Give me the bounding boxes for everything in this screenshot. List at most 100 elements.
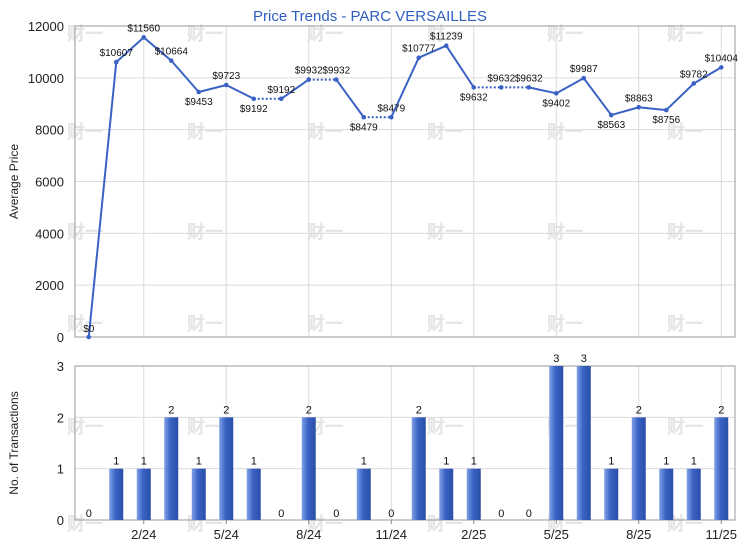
price-point (361, 114, 367, 120)
price-point-label: $9932 (295, 66, 323, 77)
price-point-label: $0 (83, 324, 95, 335)
price-point (718, 65, 724, 70)
price-point (443, 43, 449, 49)
price-point-label: $9632 (487, 73, 515, 84)
transaction-bar-label: 3 (553, 353, 559, 365)
watermark-text: 财一 (667, 23, 703, 45)
watermark-text: 财一 (427, 313, 463, 335)
price-line-segment (335, 79, 365, 118)
watermark-text: 财一 (67, 513, 103, 535)
transaction-bar-label: 1 (443, 456, 449, 468)
transaction-bar-label: 0 (526, 508, 532, 520)
watermark-text: 财一 (307, 416, 343, 438)
bar-y-tick-label: 2 (57, 410, 64, 425)
price-point (306, 77, 312, 82)
watermark-text: 财一 (67, 416, 103, 438)
transaction-bar (246, 468, 261, 520)
price-y-tick-label: 12000 (28, 19, 64, 34)
price-point-label: $9402 (542, 98, 570, 109)
price-point (636, 105, 642, 110)
bar-y-tick-label: 3 (57, 359, 64, 374)
price-line-segment (418, 44, 447, 59)
price-line-segment (528, 86, 557, 95)
price-point-label: $8863 (625, 93, 653, 104)
price-line-segment (87, 62, 118, 338)
price-point-label: $10777 (402, 44, 436, 55)
transaction-bar (686, 468, 701, 520)
price-point (251, 96, 257, 102)
transaction-bar-label: 0 (498, 508, 504, 520)
transaction-bar-label: 1 (471, 456, 477, 468)
watermark-text: 财一 (187, 121, 223, 143)
transaction-bar (714, 417, 729, 520)
watermark-text: 财一 (187, 313, 223, 335)
price-point (196, 89, 202, 95)
transaction-bar-label: 2 (168, 404, 174, 416)
transaction-bar (576, 366, 591, 520)
bar-y-axis-label: No. of Transactions (7, 391, 21, 494)
watermark-text: 财一 (307, 23, 343, 45)
transaction-bar-label: 3 (581, 353, 587, 365)
price-point (416, 55, 422, 60)
price-line-segment (582, 77, 613, 116)
watermark-text: 财一 (67, 313, 103, 335)
watermark-text: 财一 (547, 313, 583, 335)
price-point (691, 81, 697, 86)
watermark-text: 财一 (427, 416, 463, 438)
transaction-bar-label: 2 (223, 404, 229, 416)
price-point (168, 58, 174, 63)
price-point-label: $9782 (680, 69, 708, 80)
watermark-text: 财一 (667, 416, 703, 438)
transaction-bar-label: 1 (113, 456, 119, 468)
transaction-bar (356, 468, 371, 520)
price-line-segment (225, 84, 255, 100)
watermark-text: 财一 (427, 23, 463, 45)
transaction-bar (659, 468, 674, 520)
price-point (86, 334, 92, 340)
watermark-text: 财一 (667, 221, 703, 243)
x-tick-label: 11/24 (375, 527, 407, 542)
transaction-bar-label: 0 (333, 508, 339, 520)
price-plot-frame (74, 25, 736, 338)
watermark-text: 财一 (307, 221, 343, 243)
price-point (526, 85, 532, 90)
transaction-bar (411, 417, 426, 520)
watermark-text: 财一 (307, 513, 343, 535)
transaction-bar (136, 468, 151, 520)
x-tick-label: 8/24 (296, 527, 321, 542)
price-line-segment (610, 106, 640, 117)
price-line-segment (198, 84, 227, 93)
price-line-segment (143, 36, 172, 62)
price-point (471, 85, 477, 90)
x-tick-label: 5/25 (544, 527, 569, 542)
watermark-text: 财一 (187, 23, 223, 45)
transaction-bar (219, 417, 234, 520)
x-tick-label: 8/25 (626, 527, 651, 542)
price-line-segment (638, 106, 667, 112)
watermark-text: 财一 (67, 121, 103, 143)
transaction-bar-label: 1 (196, 456, 202, 468)
price-line-segment (445, 45, 475, 88)
watermark-text: 财一 (547, 221, 583, 243)
watermark-text: 财一 (427, 121, 463, 143)
price-y-tick-label: 8000 (35, 123, 64, 138)
price-line-segment (390, 57, 420, 118)
transaction-bar (439, 468, 454, 520)
x-tick-label: 2/25 (461, 527, 486, 542)
transaction-bar-label: 2 (416, 404, 422, 416)
watermark-text: 财一 (187, 416, 223, 438)
transaction-bar (604, 468, 619, 520)
transaction-bar-label: 2 (636, 404, 642, 416)
price-point (608, 112, 614, 118)
price-point-label: $9632 (515, 73, 543, 84)
bar-y-tick-label: 1 (57, 462, 64, 477)
price-point (333, 77, 339, 82)
watermark-text: 财一 (667, 313, 703, 335)
chart-title: Price Trends - PARC VERSAILLES (253, 8, 487, 25)
transaction-bar (549, 366, 564, 520)
transaction-bar-label: 1 (361, 456, 367, 468)
price-point-label: $9192 (240, 104, 268, 115)
watermark-text: 财一 (67, 23, 103, 45)
